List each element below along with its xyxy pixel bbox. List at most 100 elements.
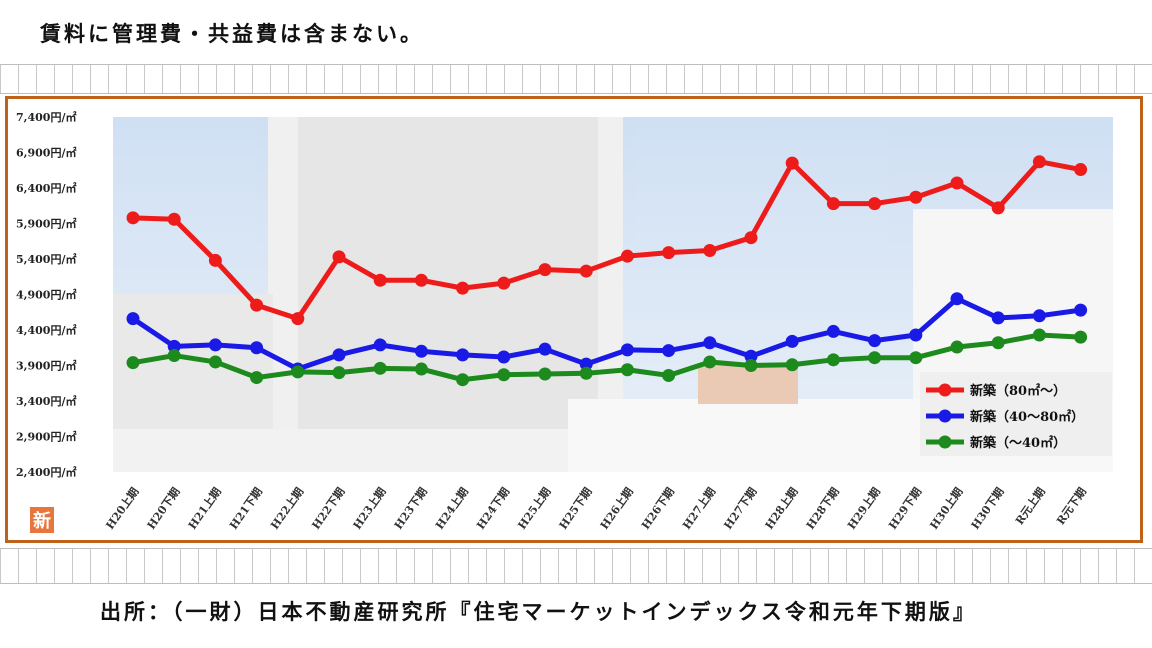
data-point bbox=[250, 371, 264, 385]
y-tick-label: 4,400円/㎡ bbox=[16, 323, 76, 337]
header-note: 賃料に管理費・共益費は含まない。 bbox=[40, 22, 424, 46]
data-point bbox=[662, 246, 676, 260]
data-point bbox=[744, 231, 758, 245]
data-point bbox=[620, 249, 634, 263]
y-tick-label: 5,400円/㎡ bbox=[16, 252, 76, 266]
data-point bbox=[373, 361, 387, 375]
x-tick-label: H20上期 bbox=[103, 485, 142, 532]
data-point bbox=[826, 324, 840, 338]
data-point bbox=[250, 341, 264, 355]
data-point bbox=[291, 365, 305, 379]
data-point bbox=[579, 366, 593, 380]
data-point bbox=[373, 338, 387, 352]
chart-frame: 7,400円/㎡ 6,900円/㎡ 6,400円/㎡ 5,900円/㎡ 5,400円/㎡… bbox=[5, 96, 1143, 543]
grid-band-top bbox=[0, 64, 1152, 94]
data-point bbox=[826, 353, 840, 367]
x-tick-label: R元下期 bbox=[1053, 485, 1089, 528]
y-tick-label: 6,400円/㎡ bbox=[16, 181, 76, 195]
data-point bbox=[579, 357, 593, 371]
series-line bbox=[132, 159, 1082, 322]
data-point bbox=[1074, 303, 1088, 317]
x-tick-label: H21上期 bbox=[185, 485, 224, 532]
x-tick-label: H24上期 bbox=[432, 485, 471, 532]
x-tick-label: H29下期 bbox=[885, 485, 924, 532]
data-point bbox=[868, 334, 882, 348]
x-tick-label: H27下期 bbox=[721, 485, 760, 532]
data-point bbox=[579, 264, 593, 278]
data-point bbox=[1032, 328, 1046, 342]
x-tick-label: H22上期 bbox=[267, 485, 306, 532]
data-point bbox=[497, 368, 511, 382]
data-point bbox=[785, 334, 799, 348]
data-point bbox=[332, 250, 346, 264]
data-point bbox=[414, 344, 428, 358]
data-point bbox=[456, 373, 470, 387]
data-point bbox=[250, 298, 264, 312]
data-point bbox=[497, 350, 511, 364]
x-tick-label: H21下期 bbox=[226, 485, 265, 532]
x-tick-label: H28下期 bbox=[803, 485, 842, 532]
data-point bbox=[456, 348, 470, 362]
data-point bbox=[126, 356, 140, 370]
data-point bbox=[909, 351, 923, 365]
data-point bbox=[785, 156, 799, 170]
x-tick-label: H28上期 bbox=[762, 485, 801, 532]
x-tick-label: H29上期 bbox=[844, 485, 883, 532]
data-point bbox=[208, 355, 222, 369]
data-point bbox=[744, 349, 758, 363]
data-point bbox=[332, 366, 346, 380]
data-point bbox=[1032, 155, 1046, 169]
data-point bbox=[167, 349, 181, 363]
data-point bbox=[414, 273, 428, 287]
y-tick-label: 3,400円/㎡ bbox=[16, 394, 76, 408]
legend-swatch-marker bbox=[938, 383, 952, 397]
data-point bbox=[950, 292, 964, 306]
data-point bbox=[868, 197, 882, 211]
data-point bbox=[662, 368, 676, 382]
data-point bbox=[126, 211, 140, 225]
data-point bbox=[538, 367, 552, 381]
data-point bbox=[991, 201, 1005, 215]
data-point bbox=[662, 344, 676, 358]
data-point bbox=[868, 351, 882, 365]
series-line bbox=[131, 296, 1081, 372]
data-point bbox=[826, 197, 840, 211]
data-point bbox=[785, 358, 799, 372]
data-point bbox=[991, 311, 1005, 325]
y-tick-label: 2,400円/㎡ bbox=[16, 465, 76, 479]
y-tick-label: 3,900円/㎡ bbox=[16, 359, 76, 373]
source-note: 出所：（一財）日本不動産研究所『住宅マーケットインデックス令和元年下期版』 bbox=[100, 600, 977, 624]
data-point bbox=[950, 340, 964, 354]
data-point bbox=[538, 342, 552, 356]
data-point bbox=[208, 338, 222, 352]
data-point bbox=[1074, 163, 1088, 177]
y-tick-label: 2,900円/㎡ bbox=[16, 430, 76, 444]
grid-band-bottom bbox=[0, 548, 1152, 584]
x-tick-label: H20下期 bbox=[144, 485, 183, 532]
legend-label: 新築（～40㎡） bbox=[970, 435, 1066, 451]
legend-swatch-marker bbox=[938, 409, 952, 423]
data-point bbox=[909, 190, 923, 204]
data-point bbox=[1074, 330, 1088, 344]
y-tick-label: 4,900円/㎡ bbox=[16, 288, 76, 302]
x-tick-label: H23下期 bbox=[391, 485, 430, 532]
data-point bbox=[167, 339, 181, 353]
logo-badge: 新 bbox=[30, 507, 54, 533]
data-point bbox=[538, 263, 552, 277]
series-line bbox=[132, 332, 1081, 383]
x-tick-label: H30下期 bbox=[968, 485, 1007, 532]
x-tick-label: H30上期 bbox=[927, 485, 966, 532]
data-point bbox=[950, 176, 964, 190]
logo-char: 新 bbox=[33, 510, 51, 532]
x-tick-label: H23上期 bbox=[350, 485, 389, 532]
data-point bbox=[167, 212, 181, 226]
x-tick-label: R元上期 bbox=[1012, 485, 1048, 528]
data-point bbox=[1032, 309, 1046, 323]
data-point bbox=[456, 281, 470, 295]
x-tick-label: H25下期 bbox=[556, 485, 595, 532]
y-tick-label: 5,900円/㎡ bbox=[16, 217, 76, 231]
y-tick-label: 6,900円/㎡ bbox=[16, 146, 76, 160]
legend-label: 新築（40～80㎡） bbox=[970, 409, 1084, 425]
x-tick-label: H24下期 bbox=[473, 485, 512, 532]
data-point bbox=[703, 355, 717, 369]
